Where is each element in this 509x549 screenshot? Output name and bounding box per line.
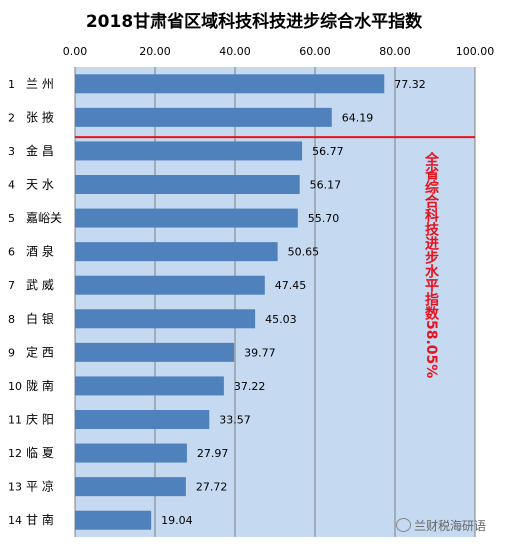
category-name: 兰 州: [26, 77, 54, 91]
bar: [75, 208, 298, 228]
x-tick-label: 100.00: [456, 45, 495, 58]
reference-annotation: 全省综合科技进步水平指数58.05%: [423, 151, 440, 378]
category-name: 酒 泉: [26, 245, 54, 259]
category-rank: 4: [8, 179, 15, 192]
x-tick-label: 0.00: [63, 45, 88, 58]
value-label: 50.65: [288, 246, 320, 259]
category-rank: 10: [8, 380, 22, 393]
category-name: 嘉峪关: [26, 211, 62, 225]
value-label: 56.77: [312, 145, 344, 158]
value-label: 33.57: [219, 414, 251, 427]
value-label: 45.03: [265, 313, 297, 326]
bar: [75, 342, 235, 362]
x-axis-ticks: 0.00 20.00 40.00 60.00 80.00 100.00: [63, 45, 495, 58]
category-name: 定 西: [26, 344, 54, 359]
category-name: 张 掖: [26, 110, 54, 124]
category-name: 天 水: [26, 178, 54, 192]
category-name: 甘 南: [26, 512, 54, 527]
category-rank: 14: [8, 514, 22, 527]
watermark-text: 兰财税海研语: [414, 519, 487, 533]
bar: [75, 410, 210, 429]
value-label: 19.04: [161, 514, 193, 527]
x-tick-label: 20.00: [139, 45, 171, 58]
value-label: 56.17: [310, 179, 342, 192]
x-tick-label: 60.00: [299, 45, 331, 58]
bars: [75, 74, 385, 530]
bar: [75, 477, 186, 497]
bar: [75, 141, 303, 161]
category-rank: 8: [8, 313, 15, 326]
category-rank: 6: [8, 246, 15, 259]
watermark: 兰财税海研语: [396, 517, 486, 534]
chart-title: 2018甘肃省区域科技科技进步综合水平指数: [86, 11, 423, 32]
value-labels: 77.32 64.19 56.77 56.17 55.70 50.65 47.45 45.03…: [161, 78, 426, 527]
value-label: 27.72: [196, 481, 228, 494]
value-label: 27.97: [197, 447, 229, 460]
x-tick-label: 80.00: [379, 45, 411, 58]
value-label: 55.70: [308, 212, 340, 225]
bar: [75, 74, 385, 94]
bar: [75, 376, 224, 396]
bar: [75, 309, 256, 329]
category-rank: 2: [8, 111, 15, 124]
category-rank: 3: [8, 145, 15, 158]
category-rank: 11: [8, 414, 22, 427]
value-label: 64.19: [342, 111, 374, 124]
value-label: 39.77: [244, 346, 276, 359]
category-labels: 1 兰 州 2 张 掖 3 金 昌 4 天 水 5 嘉峪关 6 酒 泉 7 武 威 8 白 银 9 定 西 10 陇 …: [8, 77, 62, 527]
category-name: 庆 阳: [26, 413, 54, 427]
category-rank: 5: [8, 212, 15, 225]
category-rank: 13: [8, 481, 22, 494]
category-rank: 1: [8, 78, 15, 91]
category-name: 白 银: [26, 311, 54, 326]
category-name: 平 凉: [26, 479, 54, 494]
category-name: 武 威: [26, 278, 54, 292]
bar: [75, 242, 278, 262]
chat-bubble-icon: [396, 518, 411, 532]
bar: [75, 275, 265, 295]
bar: [75, 443, 187, 463]
bar: [75, 175, 300, 194]
category-rank: 9: [8, 346, 15, 359]
value-label: 47.45: [275, 279, 307, 292]
category-rank: 12: [8, 447, 22, 460]
value-label: 37.22: [234, 380, 266, 393]
bar: [75, 510, 152, 530]
value-label: 77.32: [394, 78, 426, 91]
x-tick-label: 40.00: [219, 45, 251, 58]
category-rank: 7: [8, 279, 15, 292]
category-name: 临 夏: [26, 446, 54, 460]
category-name: 金 昌: [26, 143, 54, 158]
category-name: 陇 南: [26, 378, 54, 393]
bar: [75, 107, 332, 127]
